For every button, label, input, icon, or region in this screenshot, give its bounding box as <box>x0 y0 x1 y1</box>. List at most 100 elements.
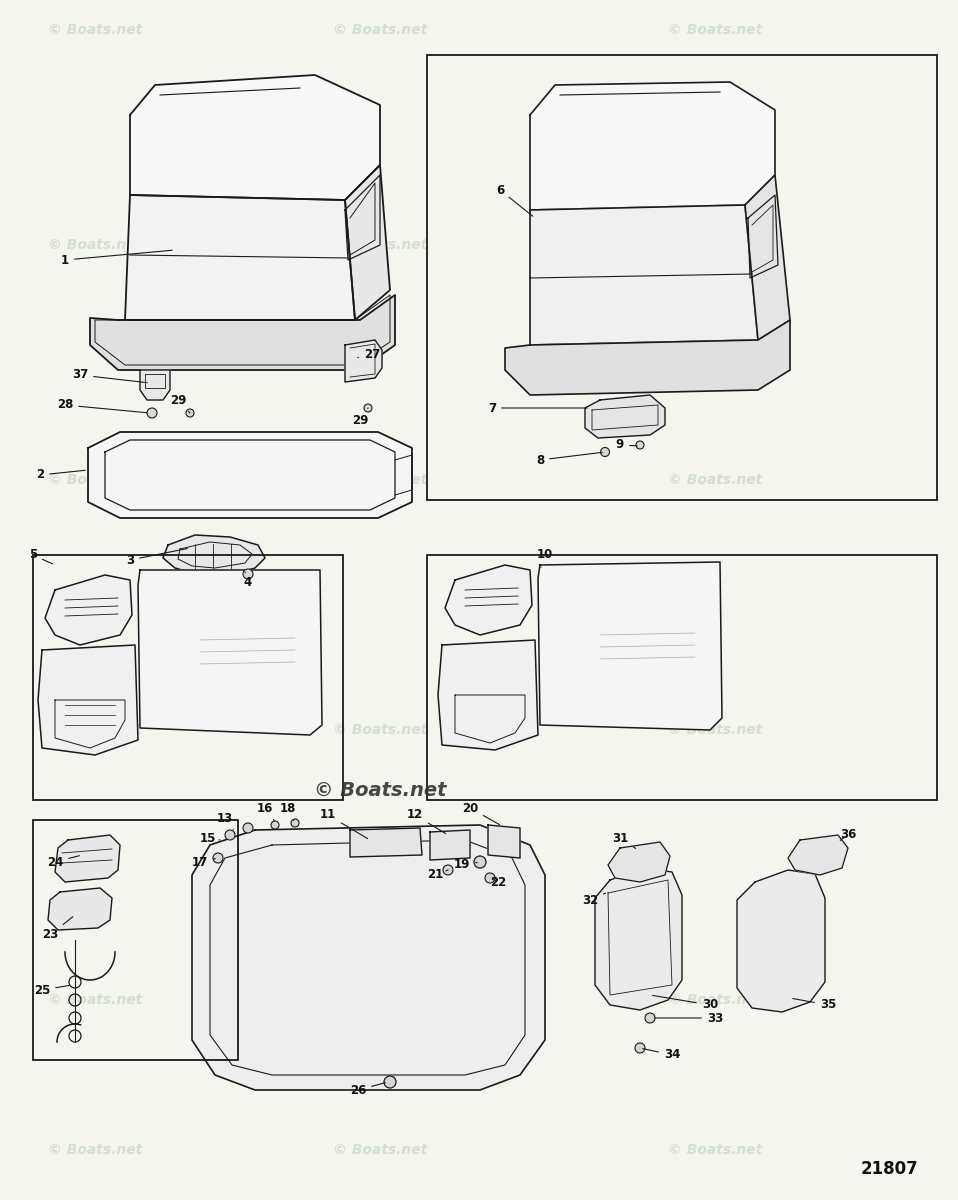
Text: 9: 9 <box>616 438 637 451</box>
Polygon shape <box>140 370 170 400</box>
Text: 25: 25 <box>34 984 69 996</box>
Text: 21: 21 <box>427 869 448 882</box>
Text: 33: 33 <box>654 1012 723 1025</box>
Text: © Boats.net: © Boats.net <box>48 722 142 737</box>
Polygon shape <box>438 640 538 750</box>
Text: 3: 3 <box>125 548 187 566</box>
Circle shape <box>364 404 372 412</box>
Circle shape <box>243 823 253 833</box>
Polygon shape <box>737 870 825 1012</box>
Text: 28: 28 <box>57 398 148 413</box>
Polygon shape <box>585 395 665 438</box>
Polygon shape <box>45 575 132 646</box>
Text: 24: 24 <box>47 856 80 869</box>
Circle shape <box>384 1076 396 1088</box>
Circle shape <box>645 1013 655 1022</box>
Polygon shape <box>445 565 532 635</box>
Polygon shape <box>530 82 775 210</box>
Text: 27: 27 <box>357 348 380 361</box>
Text: 2: 2 <box>36 468 85 481</box>
Text: 35: 35 <box>792 998 836 1012</box>
Text: © Boats.net: © Boats.net <box>332 473 427 487</box>
Text: 36: 36 <box>840 828 856 841</box>
Text: © Boats.net: © Boats.net <box>668 1142 763 1157</box>
Text: © Boats.net: © Boats.net <box>668 238 763 252</box>
Polygon shape <box>788 835 848 875</box>
Text: 37: 37 <box>72 368 148 383</box>
Polygon shape <box>608 842 670 882</box>
Text: 12: 12 <box>407 809 445 834</box>
Text: © Boats.net: © Boats.net <box>48 23 142 37</box>
Circle shape <box>243 569 253 578</box>
Text: 17: 17 <box>192 856 216 869</box>
Circle shape <box>291 818 299 827</box>
Text: 34: 34 <box>643 1049 680 1062</box>
Polygon shape <box>488 826 520 858</box>
Text: 13: 13 <box>217 811 234 829</box>
Text: 21807: 21807 <box>860 1160 918 1178</box>
Text: © Boats.net: © Boats.net <box>48 238 142 252</box>
Circle shape <box>443 865 453 875</box>
Polygon shape <box>430 830 470 860</box>
Polygon shape <box>130 74 380 200</box>
Text: © Boats.net: © Boats.net <box>48 473 142 487</box>
Text: 22: 22 <box>490 876 506 888</box>
Text: 19: 19 <box>454 858 477 871</box>
Text: © Boats.net: © Boats.net <box>314 780 446 799</box>
Circle shape <box>485 874 495 883</box>
Text: 10: 10 <box>536 548 553 568</box>
Polygon shape <box>505 320 790 395</box>
Text: © Boats.net: © Boats.net <box>332 722 427 737</box>
Polygon shape <box>538 562 722 730</box>
Text: 15: 15 <box>200 832 220 845</box>
Text: © Boats.net: © Boats.net <box>668 994 763 1007</box>
Text: 11: 11 <box>320 809 368 839</box>
Polygon shape <box>48 888 112 930</box>
Polygon shape <box>745 175 790 340</box>
Text: 18: 18 <box>280 802 296 821</box>
Circle shape <box>271 821 279 829</box>
Text: © Boats.net: © Boats.net <box>668 722 763 737</box>
Text: 8: 8 <box>536 452 603 467</box>
Circle shape <box>225 830 235 840</box>
Circle shape <box>186 409 194 416</box>
Text: 1: 1 <box>61 251 172 266</box>
Polygon shape <box>38 646 138 755</box>
Polygon shape <box>163 535 265 575</box>
Polygon shape <box>55 835 120 882</box>
Text: © Boats.net: © Boats.net <box>668 473 763 487</box>
Text: 7: 7 <box>488 402 587 414</box>
Polygon shape <box>350 828 422 857</box>
Polygon shape <box>345 164 390 320</box>
Text: 26: 26 <box>350 1082 385 1097</box>
Text: 16: 16 <box>257 802 274 821</box>
Polygon shape <box>345 340 382 382</box>
Text: © Boats.net: © Boats.net <box>332 238 427 252</box>
Polygon shape <box>88 432 412 518</box>
Text: © Boats.net: © Boats.net <box>48 1142 142 1157</box>
Text: 5: 5 <box>29 548 53 564</box>
Text: © Boats.net: © Boats.net <box>332 1142 427 1157</box>
Circle shape <box>601 448 609 456</box>
Polygon shape <box>90 295 395 370</box>
Circle shape <box>213 853 223 863</box>
Text: 4: 4 <box>244 572 252 588</box>
Text: © Boats.net: © Boats.net <box>332 994 427 1007</box>
Text: 6: 6 <box>496 184 533 216</box>
Circle shape <box>635 1043 645 1054</box>
Polygon shape <box>595 868 682 1010</box>
Text: 31: 31 <box>612 832 636 848</box>
Circle shape <box>474 856 486 868</box>
Polygon shape <box>192 826 545 1090</box>
Text: © Boats.net: © Boats.net <box>668 23 763 37</box>
Text: 23: 23 <box>42 917 73 942</box>
Text: 32: 32 <box>582 893 605 906</box>
Text: 20: 20 <box>462 802 499 824</box>
Text: © Boats.net: © Boats.net <box>48 994 142 1007</box>
Circle shape <box>147 408 157 418</box>
Text: © Boats.net: © Boats.net <box>332 23 427 37</box>
Text: 29: 29 <box>170 394 190 413</box>
Circle shape <box>636 440 644 449</box>
Polygon shape <box>125 194 355 320</box>
Polygon shape <box>138 570 322 734</box>
